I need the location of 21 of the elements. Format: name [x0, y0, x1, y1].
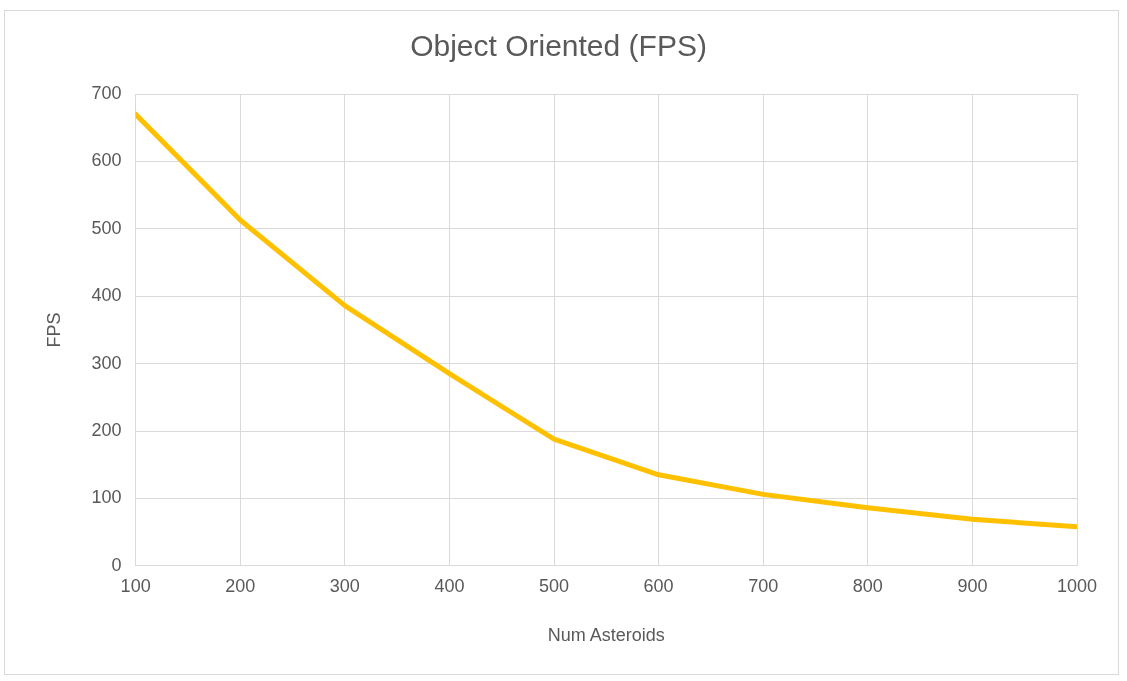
x-axis-title: Num Asteroids — [547, 625, 665, 646]
x-tick-label: 500 — [538, 575, 570, 596]
y-tick-label: 200 — [91, 419, 122, 440]
y-tick-label: 400 — [91, 285, 122, 306]
y-tick-label: 500 — [91, 217, 122, 238]
x-tick-label: 300 — [329, 575, 360, 596]
y-axis-title: FPS — [43, 312, 64, 348]
y-tick-label: 300 — [91, 352, 122, 373]
y-tick-label: 100 — [91, 487, 122, 508]
y-tick-label: 600 — [91, 150, 122, 171]
x-tick-label: 1000 — [1056, 575, 1098, 596]
x-tick-label: 700 — [748, 575, 779, 596]
chart-title: Object Oriented (FPS) — [410, 29, 707, 63]
x-tick-label: 800 — [852, 575, 883, 596]
x-tick-label: 400 — [434, 575, 465, 596]
x-tick-label: 600 — [643, 575, 674, 596]
x-tick-label: 900 — [957, 575, 988, 596]
x-tick-label: 100 — [120, 575, 151, 596]
x-tick-label: 200 — [225, 575, 256, 596]
y-tick-label: 0 — [111, 554, 122, 575]
y-tick-label: 700 — [91, 82, 122, 103]
